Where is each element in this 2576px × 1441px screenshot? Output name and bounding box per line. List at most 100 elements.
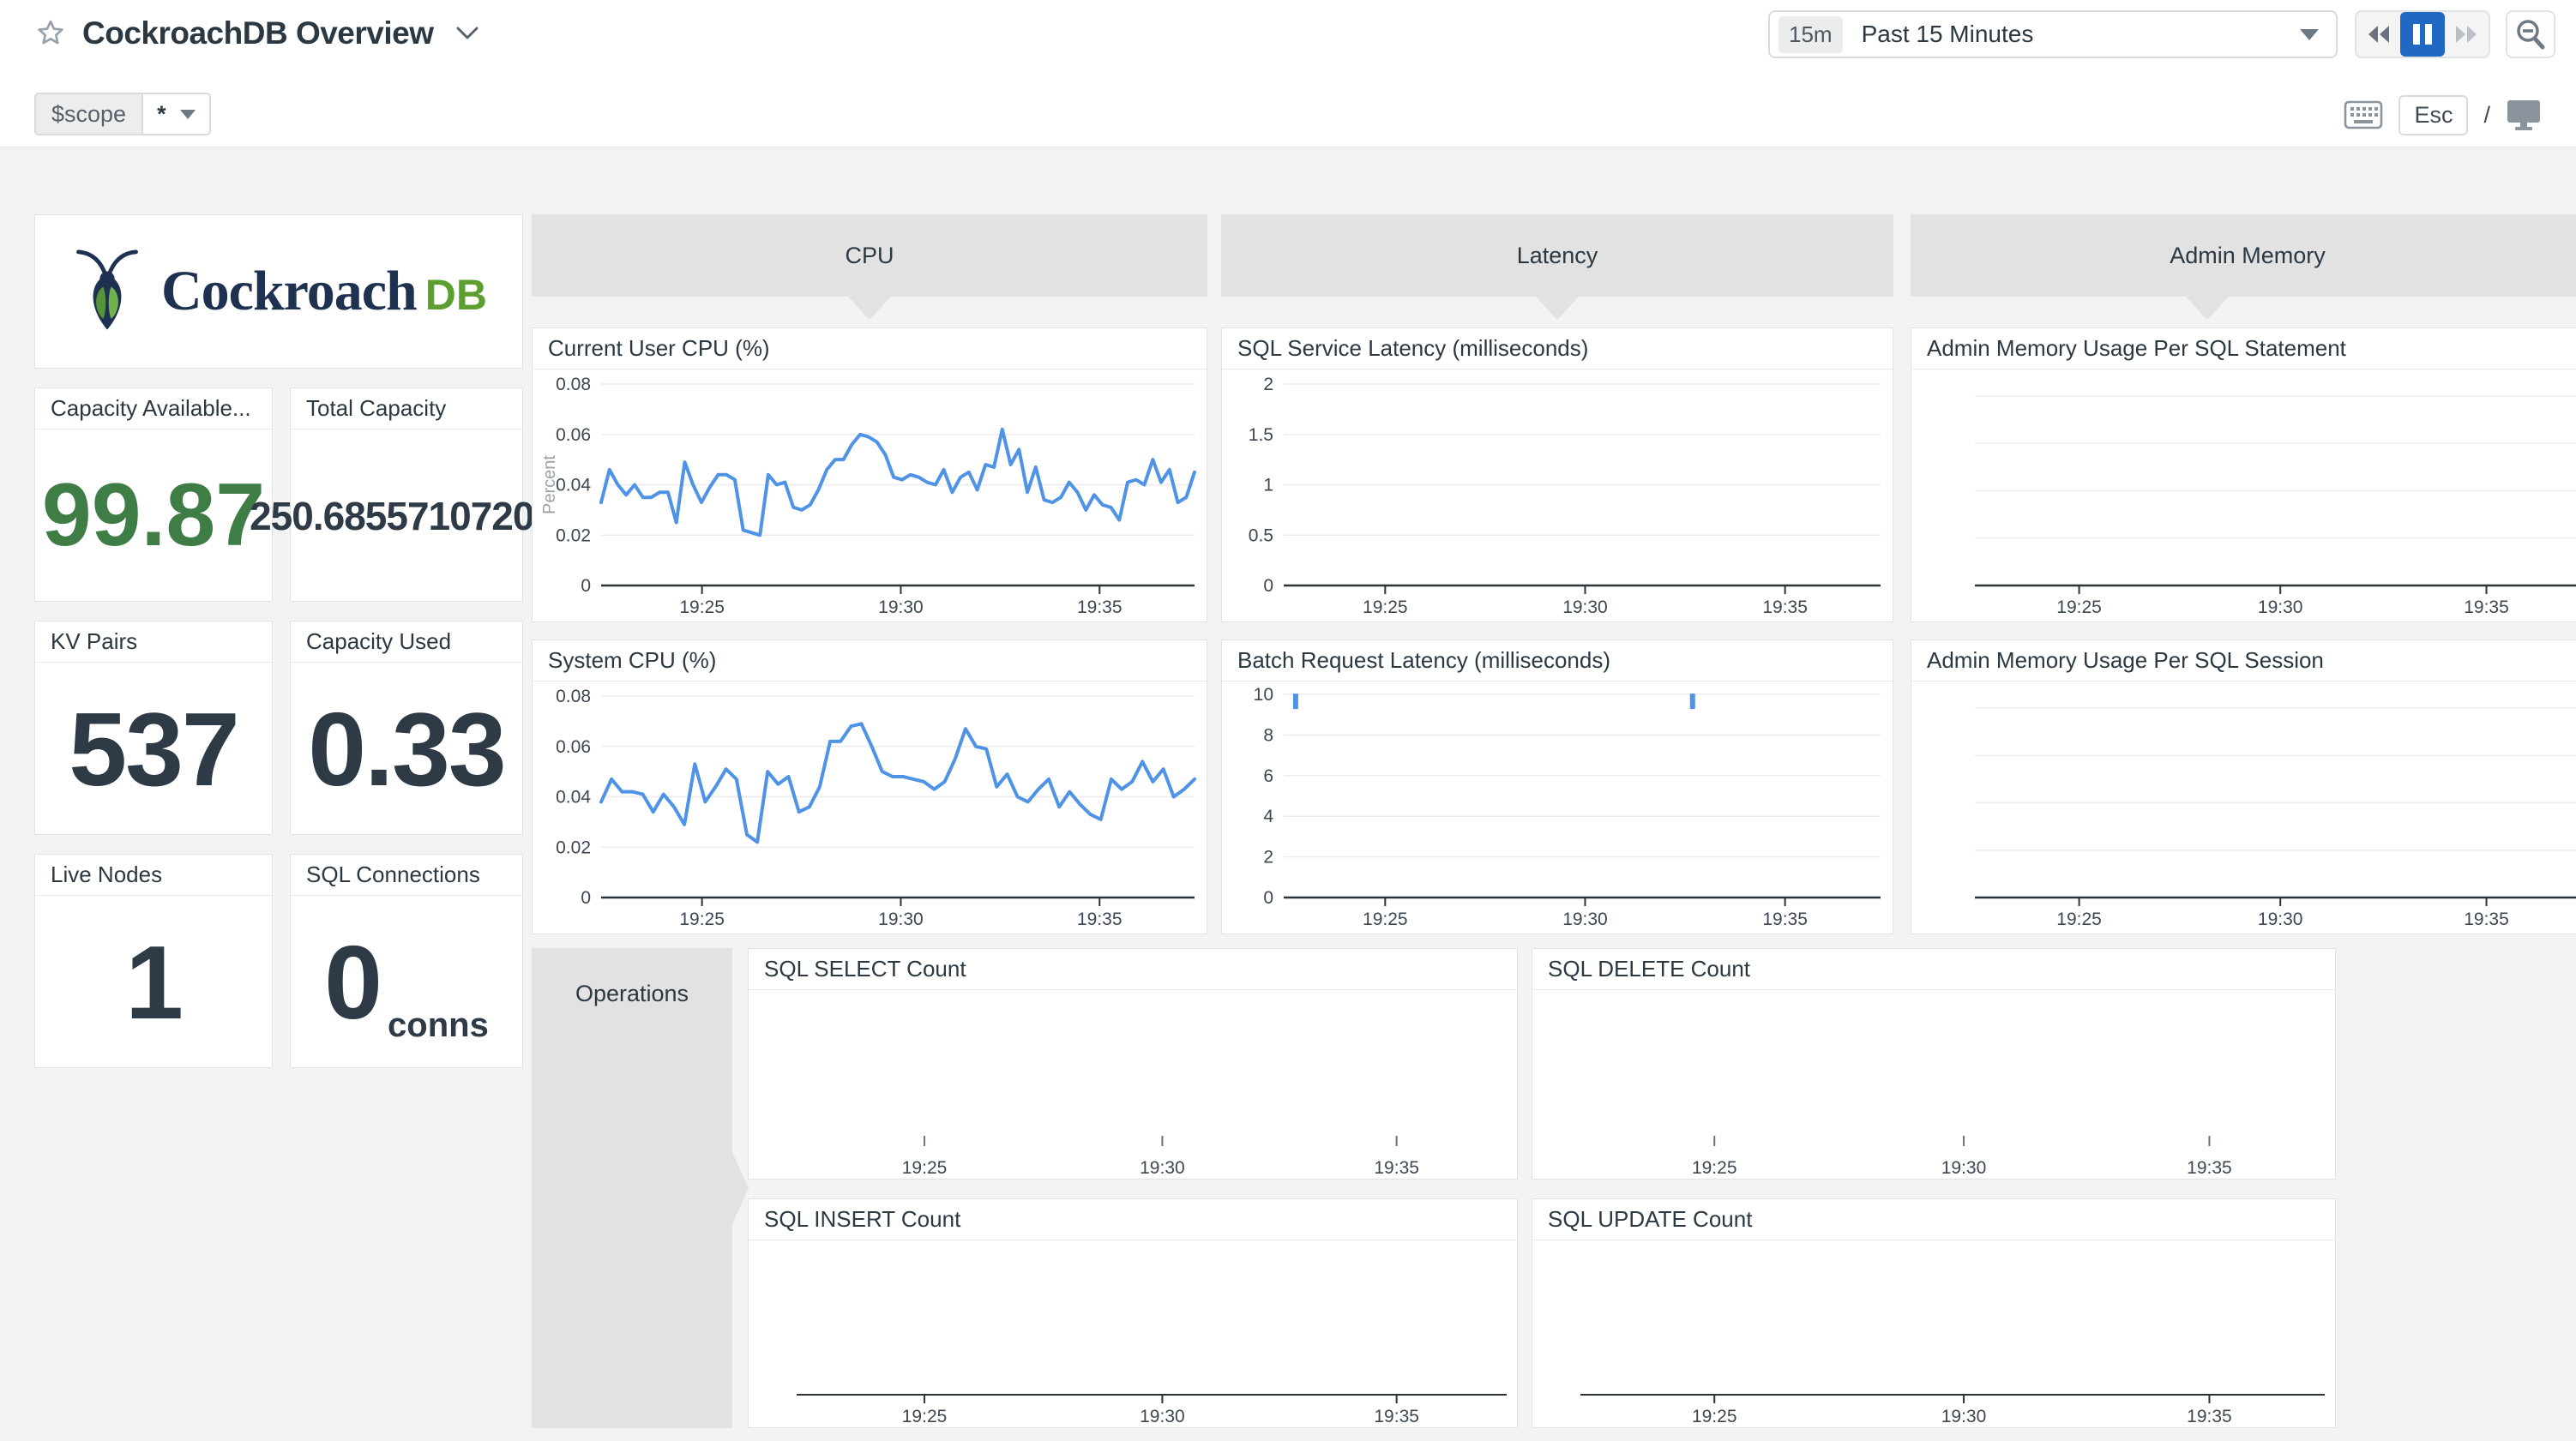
stat-title: Capacity Used bbox=[291, 621, 522, 663]
chart-card-current-user-cpu: Current User CPU (%) 0 0.02 0.04 0.06 0.08 19… bbox=[532, 327, 1207, 622]
pause-button[interactable] bbox=[2400, 12, 2445, 57]
favorite-star-icon[interactable] bbox=[34, 17, 67, 50]
chart-card-sql-insert-count: SQL INSERT Count 19:25 19:30 19:35 bbox=[748, 1198, 1518, 1428]
chart-title[interactable]: Admin Memory Usage Per SQL Session bbox=[1911, 640, 2576, 681]
stat-value: 1 bbox=[125, 923, 184, 1041]
svg-text:Percent: Percent bbox=[540, 455, 559, 514]
group-label: Latency bbox=[1516, 242, 1598, 268]
svg-text:10: 10 bbox=[1254, 685, 1273, 705]
zoom-out-button[interactable] bbox=[2506, 10, 2555, 58]
svg-text:19:25: 19:25 bbox=[679, 597, 725, 617]
svg-text:19:35: 19:35 bbox=[1762, 910, 1808, 929]
shortcut-hints: Esc / bbox=[2344, 93, 2542, 137]
stat-card-sql-connections[interactable]: SQL Connections 0 conns bbox=[290, 854, 523, 1068]
chart-plot-batch-request-latency[interactable]: 0 2 4 6 8 10 19:25 19:30 19:35 bbox=[1222, 682, 1893, 934]
fast-forward-icon bbox=[2456, 26, 2477, 43]
svg-text:0.04: 0.04 bbox=[556, 788, 591, 808]
svg-text:19:30: 19:30 bbox=[878, 597, 924, 617]
chart-plot-sql-select-count[interactable]: 19:25 19:30 19:35 bbox=[749, 991, 1517, 1179]
group-header-operations[interactable]: Operations bbox=[532, 948, 749, 1428]
chart-plot-admin-memory-statement[interactable]: 19:25 19:30 19:35 bbox=[1911, 370, 2576, 621]
svg-text:19:25: 19:25 bbox=[679, 910, 725, 929]
group-label: CPU bbox=[845, 242, 894, 268]
svg-text:0: 0 bbox=[581, 888, 591, 908]
svg-text:19:30: 19:30 bbox=[1140, 1158, 1185, 1178]
svg-text:19:30: 19:30 bbox=[1140, 1407, 1185, 1426]
logo-wordmark: Cockroach bbox=[161, 260, 418, 322]
stat-card-capacity-available[interactable]: Capacity Available... 99.87 bbox=[34, 387, 273, 602]
group-header-cpu[interactable]: CPU bbox=[532, 214, 1207, 320]
svg-text:0.08: 0.08 bbox=[556, 687, 591, 706]
chart-plot-sql-delete-count[interactable]: 19:25 19:30 19:35 bbox=[1532, 991, 2335, 1179]
chart-plot-system-cpu[interactable]: 0 0.02 0.04 0.06 0.08 19:25 19:30 19:35 bbox=[533, 682, 1207, 934]
svg-text:19:30: 19:30 bbox=[2258, 597, 2303, 617]
svg-text:1: 1 bbox=[1263, 476, 1273, 495]
fast-forward-button[interactable] bbox=[2445, 12, 2489, 57]
group-header-admin-memory[interactable]: Admin Memory bbox=[1911, 214, 2576, 320]
chart-plot-sql-service-latency[interactable]: 0 0.5 1 1.5 2 19:25 19:30 19:35 bbox=[1222, 370, 1893, 621]
svg-text:19:35: 19:35 bbox=[2464, 597, 2509, 617]
svg-text:19:35: 19:35 bbox=[1077, 597, 1122, 617]
svg-text:0.06: 0.06 bbox=[556, 737, 591, 757]
chart-plot-sql-update-count[interactable]: 19:25 19:30 19:35 bbox=[1532, 1241, 2335, 1427]
chart-title[interactable]: Admin Memory Usage Per SQL Statement bbox=[1911, 328, 2576, 369]
svg-text:19:25: 19:25 bbox=[2056, 597, 2102, 617]
keyboard-icon[interactable] bbox=[2344, 100, 2383, 129]
stat-title: Total Capacity bbox=[291, 388, 522, 429]
cockroachdb-logo-card[interactable]: Cockroach DB bbox=[34, 214, 523, 369]
scope-value-dropdown[interactable]: * bbox=[143, 94, 209, 134]
svg-text:8: 8 bbox=[1263, 725, 1273, 745]
svg-text:4: 4 bbox=[1263, 807, 1273, 826]
top-bar: CockroachDB Overview 15m Past 15 Minutes bbox=[0, 0, 2576, 147]
chart-plot-sql-insert-count[interactable]: 19:25 19:30 19:35 bbox=[749, 1241, 1517, 1427]
stat-card-live-nodes[interactable]: Live Nodes 1 bbox=[34, 854, 273, 1068]
pause-icon bbox=[2412, 24, 2432, 45]
chart-card-admin-memory-statement: Admin Memory Usage Per SQL Statement 19:… bbox=[1911, 327, 2576, 622]
cockroach-bug-icon bbox=[76, 249, 138, 330]
time-range-picker[interactable]: 15m Past 15 Minutes bbox=[1768, 10, 2338, 58]
svg-text:19:30: 19:30 bbox=[1562, 597, 1608, 617]
monitor-icon[interactable] bbox=[2506, 99, 2542, 131]
chart-title[interactable]: SQL Service Latency (milliseconds) bbox=[1222, 328, 1893, 369]
svg-text:0.04: 0.04 bbox=[556, 476, 591, 495]
chart-plot-admin-memory-session[interactable]: 19:25 19:30 19:35 bbox=[1911, 682, 2576, 934]
svg-text:19:25: 19:25 bbox=[902, 1407, 948, 1426]
stat-value: 250.6855710720 bbox=[250, 493, 534, 538]
svg-text:19:30: 19:30 bbox=[2258, 910, 2303, 929]
group-label: Operations bbox=[575, 981, 689, 1006]
chart-title[interactable]: Current User CPU (%) bbox=[533, 328, 1207, 369]
chart-title[interactable]: Batch Request Latency (milliseconds) bbox=[1222, 640, 1893, 681]
chart-title[interactable]: SQL DELETE Count bbox=[1532, 949, 2335, 990]
group-notch bbox=[847, 296, 892, 320]
svg-text:0.08: 0.08 bbox=[556, 375, 591, 394]
chart-plot-current-user-cpu[interactable]: 0 0.02 0.04 0.06 0.08 19:25 19:30 19:35 Percent bbox=[533, 370, 1207, 621]
svg-text:19:35: 19:35 bbox=[1762, 597, 1808, 617]
page-title: CockroachDB Overview bbox=[82, 15, 434, 51]
slash-hint: / bbox=[2483, 101, 2490, 128]
svg-text:19:25: 19:25 bbox=[1692, 1158, 1737, 1178]
svg-text:0: 0 bbox=[581, 576, 591, 596]
chart-title[interactable]: SQL UPDATE Count bbox=[1532, 1199, 2335, 1240]
title-chevron-down-icon[interactable] bbox=[454, 25, 480, 42]
svg-text:0: 0 bbox=[1263, 576, 1273, 596]
stat-card-total-capacity[interactable]: Total Capacity 250.6855710720 GB bbox=[250, 387, 563, 602]
svg-text:0.02: 0.02 bbox=[556, 525, 591, 545]
svg-text:0.02: 0.02 bbox=[556, 838, 591, 857]
stat-title: KV Pairs bbox=[35, 621, 272, 663]
stat-card-capacity-used[interactable]: Capacity Used 0.33 bbox=[290, 621, 523, 835]
time-range-label: Past 15 Minutes bbox=[1861, 21, 2034, 47]
chart-title[interactable]: System CPU (%) bbox=[533, 640, 1207, 681]
svg-text:19:35: 19:35 bbox=[1374, 1158, 1419, 1178]
group-notch bbox=[731, 1150, 749, 1226]
stat-title: SQL Connections bbox=[291, 855, 522, 896]
chart-title[interactable]: SQL SELECT Count bbox=[749, 949, 1517, 990]
stat-value: 537 bbox=[69, 690, 240, 808]
chart-title[interactable]: SQL INSERT Count bbox=[749, 1199, 1517, 1240]
group-header-latency[interactable]: Latency bbox=[1221, 214, 1893, 320]
group-notch bbox=[2184, 296, 2230, 320]
svg-text:0: 0 bbox=[1263, 888, 1273, 908]
rewind-button[interactable] bbox=[2356, 12, 2400, 57]
stat-card-kv-pairs[interactable]: KV Pairs 537 bbox=[34, 621, 273, 835]
svg-text:2: 2 bbox=[1263, 848, 1273, 868]
